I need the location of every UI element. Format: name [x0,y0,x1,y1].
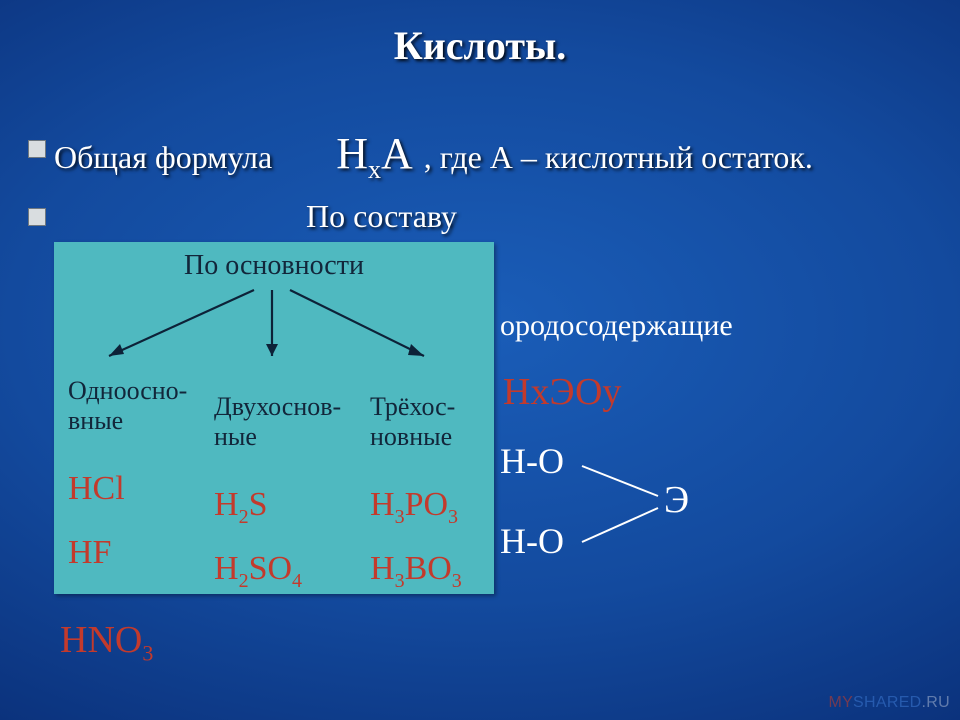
general-formula: НхА [336,129,424,178]
general-formula-tail: , где А – кислотный остаток. [424,139,813,175]
bullet-icon [28,208,46,226]
col3-v2: H3BO3 [370,550,462,593]
by-composition-label: По составу [306,198,457,235]
col1-v2: HF [68,534,111,572]
branch-arrows [54,282,494,372]
general-formula-prefix: Общая формула [54,139,272,175]
hno3-formula: HNO3 [60,618,153,667]
col2-v1: H2S [214,486,267,529]
slide-title: Кислоты. [0,22,960,69]
bg-bond-lines [572,440,692,560]
bullet-icon [28,140,46,158]
col2-v2: H2SO4 [214,550,302,593]
basicity-card: По основности Одноосно- вные HCl HF Двух… [54,242,494,594]
slide-root: Кислоты. Общая формула НхА , где А – кис… [0,0,960,720]
card-title: По основности [54,250,494,282]
bg-formula-hxeoy: НхЭОу [503,370,621,414]
watermark: MYSHARED.RU [828,694,950,712]
col1-v1: HCl [68,470,125,508]
bg-oxygen-containing: ородосодержащие [500,309,733,343]
bg-ho-2: Н-О [500,520,564,562]
col3-head: Трёхос- новные [370,392,455,452]
col1-head: Одноосно- вные [68,376,187,436]
col2-head: Двухоснов- ные [214,392,341,452]
col3-v1: H3PO3 [370,486,458,529]
bg-ho-1: Н-О [500,440,564,482]
general-formula-line: Общая формула НхА , где А – кислотный ос… [54,128,813,185]
